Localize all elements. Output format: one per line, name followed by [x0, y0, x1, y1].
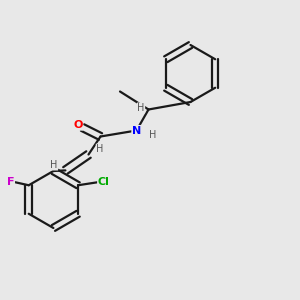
Text: H: H	[149, 130, 157, 140]
Text: H: H	[50, 160, 58, 170]
Text: H: H	[137, 103, 145, 113]
Text: N: N	[132, 125, 141, 136]
Text: O: O	[73, 120, 83, 130]
Text: Cl: Cl	[98, 177, 110, 187]
Text: F: F	[7, 177, 14, 187]
Text: H: H	[96, 144, 103, 154]
